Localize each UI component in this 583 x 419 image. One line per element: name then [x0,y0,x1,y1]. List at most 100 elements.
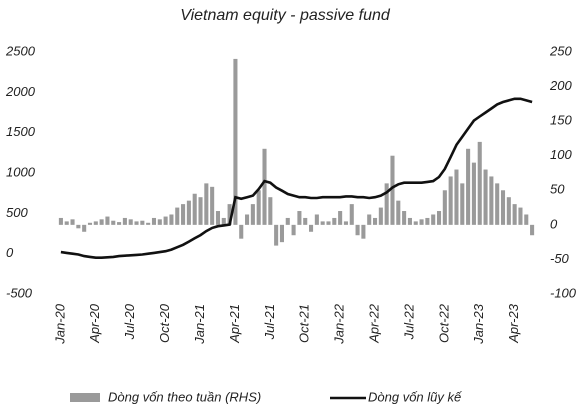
bar [495,183,500,225]
bar [169,214,174,225]
bar [512,204,517,225]
x-tick-label: Jul-21 [262,304,277,340]
bar [128,219,133,225]
bar [105,216,110,225]
bar [93,221,98,225]
bar [303,217,308,225]
bar [82,224,87,232]
bar [367,214,372,225]
bar [483,169,488,225]
bar [396,200,401,225]
x-tick-label: Jul-20 [122,303,137,340]
bar [134,221,139,225]
bar [489,176,494,225]
bar [285,217,290,225]
y-tick-label: 2000 [5,84,36,99]
bar [460,183,465,225]
bar [99,219,104,225]
bar [338,211,343,225]
y2-tick-label: 250 [549,43,572,58]
x-tick-label: Apr-23 [506,303,521,344]
x-tick-label: Jan-20 [52,303,67,345]
legend-label: Dòng vốn lũy kế [368,389,462,404]
y2-tick-label: -50 [550,251,570,266]
bar [402,211,407,225]
bar [250,204,255,225]
bar [378,207,383,225]
legend-swatch [70,393,100,402]
bar [297,211,302,225]
x-tick-label: Jan-21 [192,304,207,345]
bar [210,186,215,225]
bar [454,169,459,225]
line [60,97,533,259]
bar [221,217,226,225]
bar [64,221,69,225]
bar [146,222,151,225]
bar [436,211,442,225]
legend-item: Dòng vốn lũy kế [330,389,462,404]
y-tick-label: 2500 [5,43,36,58]
bar [140,220,145,225]
bar [175,207,180,225]
bar [326,221,331,225]
bar [471,162,476,225]
x-tick-label: Apr-21 [227,304,242,344]
bar [117,222,122,225]
bar [245,214,250,225]
bar [262,148,267,225]
bar [530,224,535,236]
y2-tick-label: 0 [550,216,558,231]
y2-tick-label: 50 [550,182,565,197]
bar [122,217,127,225]
bar [309,224,314,232]
bar [215,211,221,225]
bar [500,190,506,225]
bar [431,214,436,225]
bar [407,217,412,225]
bar [413,221,418,225]
bar [87,222,93,225]
bar [157,219,162,225]
bar [58,217,63,225]
bar [384,183,389,225]
bar [70,219,75,225]
bar [372,217,378,225]
y-tick-label: 1500 [6,124,36,139]
bar [239,224,244,239]
bar [163,216,168,225]
bar [76,224,81,229]
y2-tick-label: 150 [550,113,572,128]
bar [314,214,319,225]
bar [204,183,209,225]
bar [343,221,348,225]
bar [279,224,284,243]
legend-label: Dòng vốn theo tuần (RHS) [108,389,261,404]
x-tick-label: Jan-23 [471,303,486,345]
bar [518,207,523,225]
y2-tick-label: 100 [550,147,572,162]
y-tick-label: -500 [6,285,33,300]
x-tick-label: Oct-22 [436,303,451,343]
bar [425,217,430,225]
y-tick-label: 1000 [6,164,36,179]
bar [466,148,471,225]
bar [274,224,279,246]
bar [111,220,116,225]
bar [477,141,482,225]
bar [524,214,529,225]
x-tick-label: Apr-20 [87,303,102,344]
bar [192,193,197,225]
x-tick-label: Jan-22 [332,303,347,345]
x-tick-label: Oct-21 [297,304,312,343]
bar [419,219,424,225]
bar [268,197,273,225]
bar [181,204,186,225]
bar [198,197,203,225]
chart-title: Vietnam equity - passive fund [180,7,391,24]
bar [332,217,337,225]
bar [151,217,157,225]
bar [233,58,238,225]
bar [506,197,511,225]
